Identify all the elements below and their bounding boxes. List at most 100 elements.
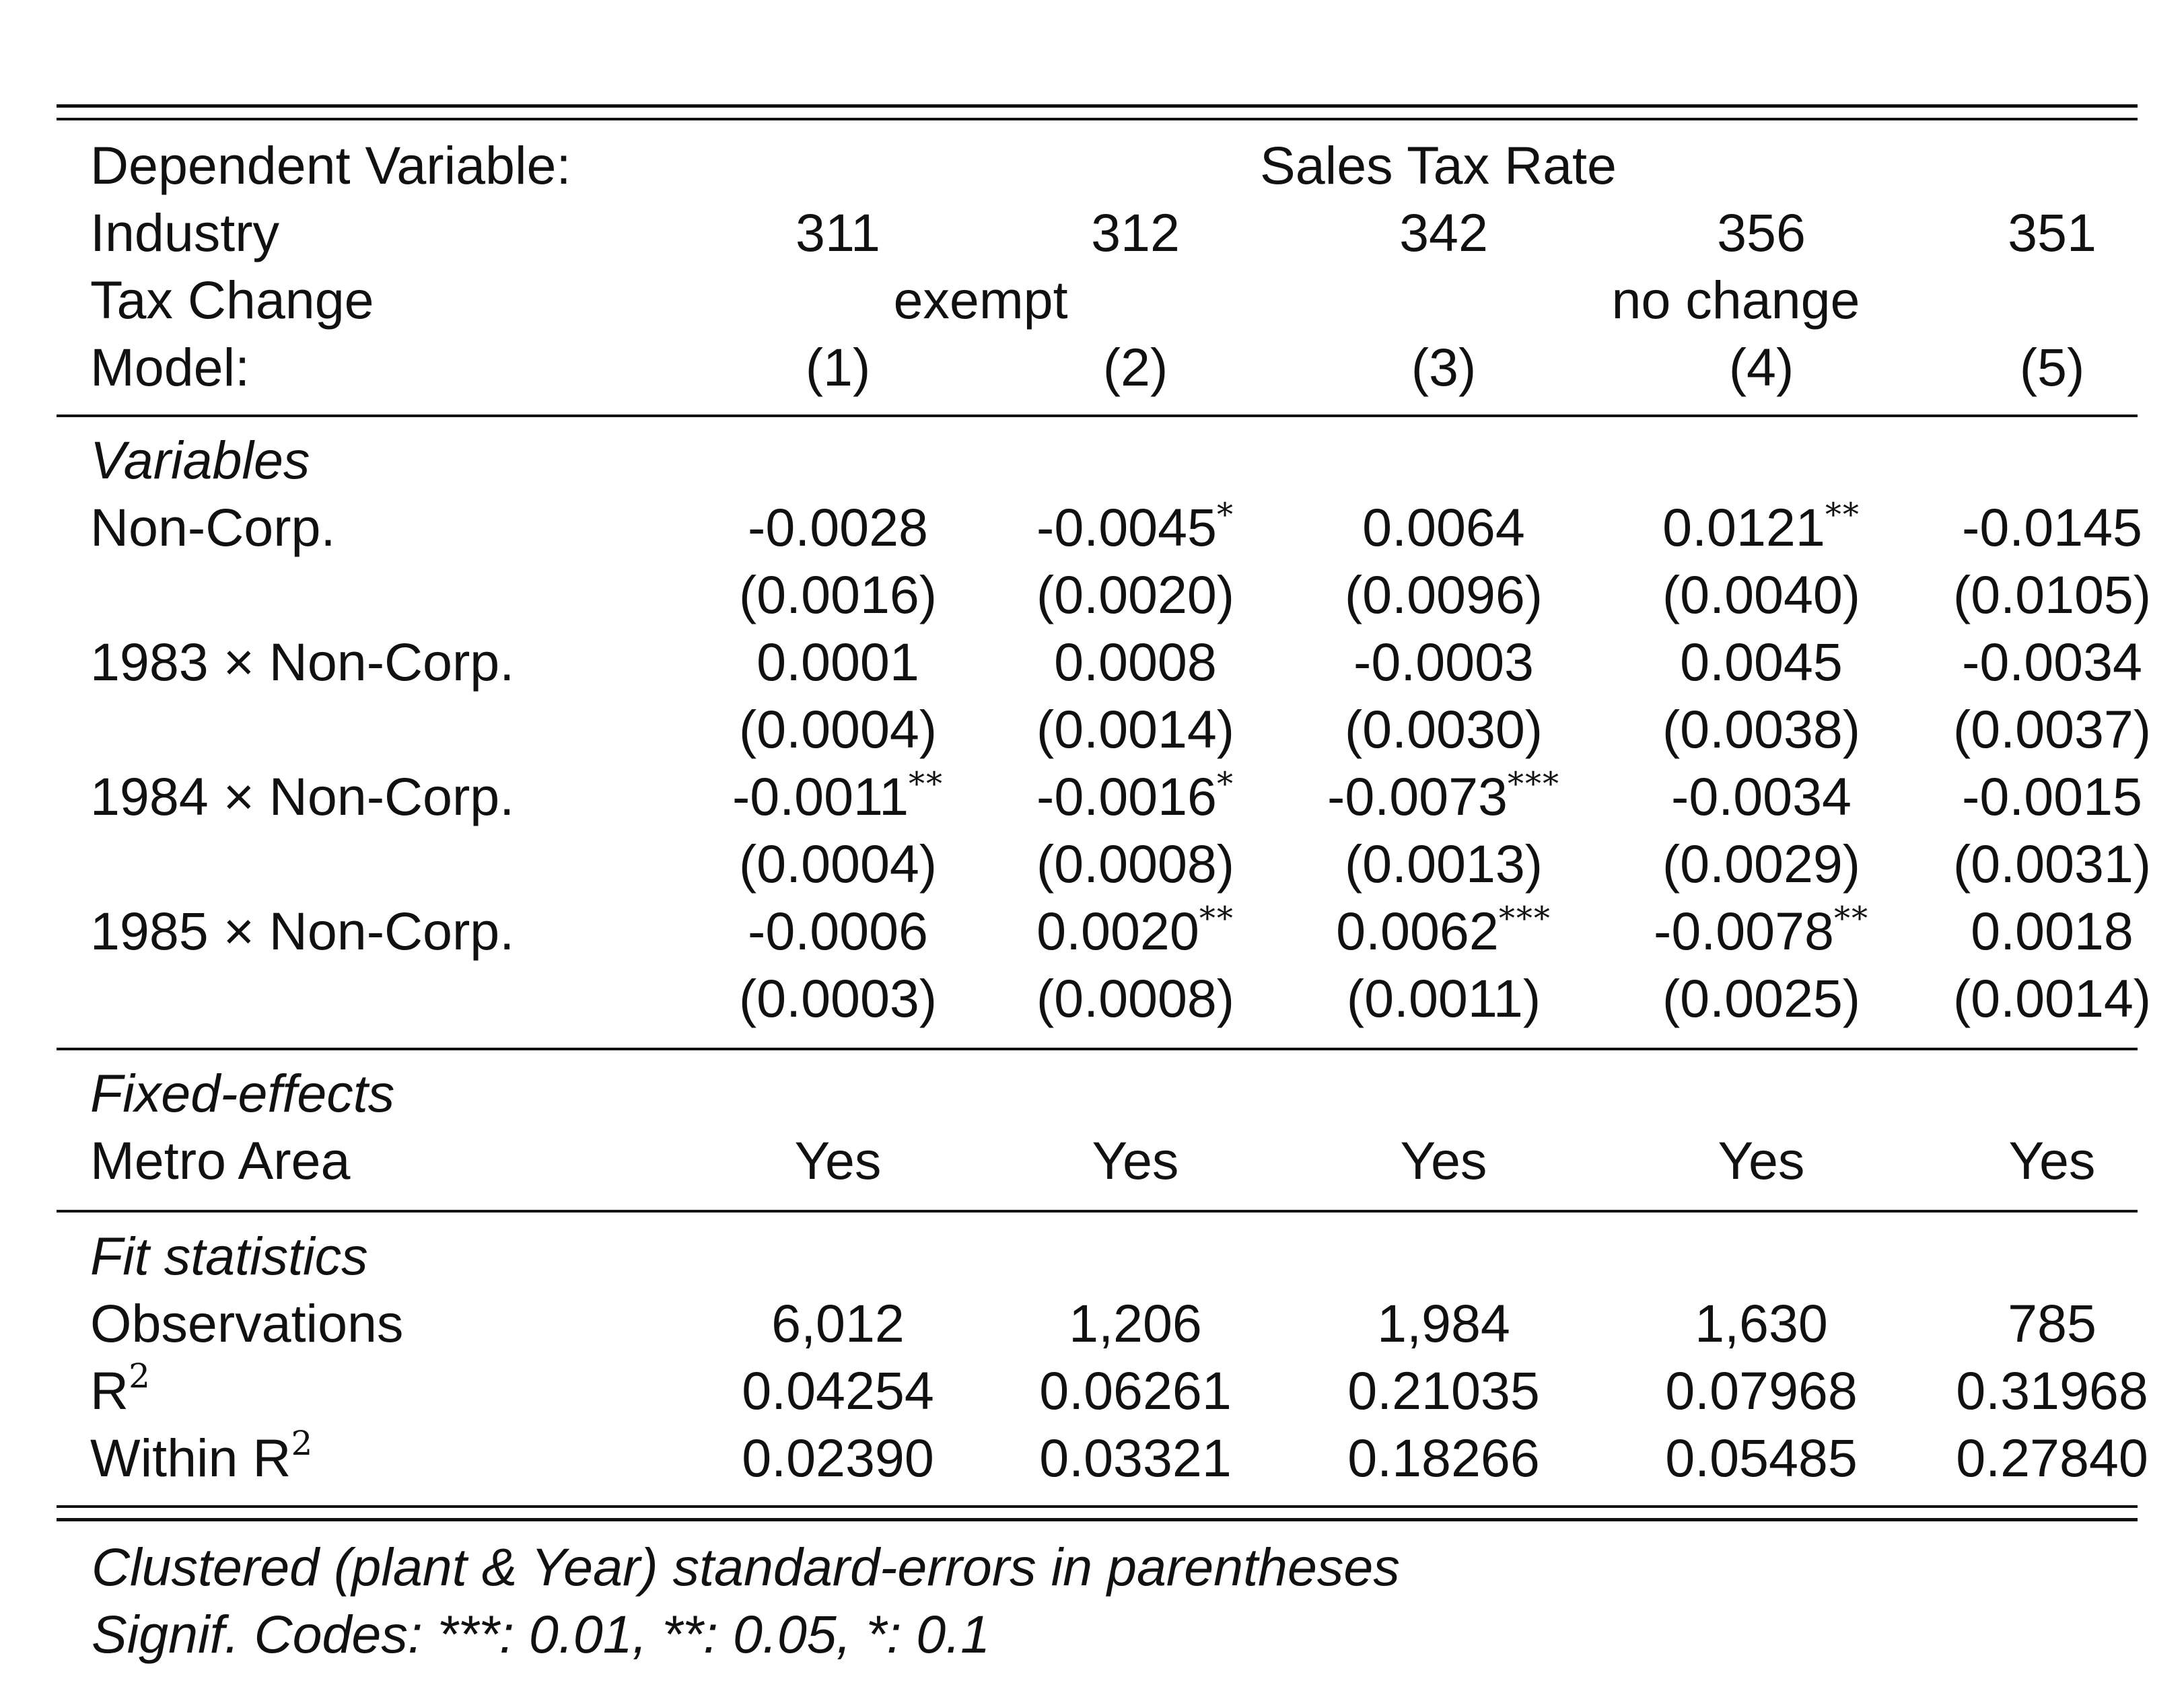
coef-cell: -0.0078** <box>1627 898 1896 965</box>
coef-value: 0.0045 <box>1680 632 1843 692</box>
significance-stars: ** <box>1199 900 1234 937</box>
top-rule-1 <box>57 104 2138 108</box>
coef-cell: -0.0006 <box>703 898 973 965</box>
fit-row: Within R2 0.02390 0.03321 0.18266 0.05485 0.2… <box>57 1424 2148 1492</box>
coef-value: 0.0001 <box>756 632 919 692</box>
note-clustered-se: Clustered (plant & Year) standard-errors… <box>92 1537 1400 1597</box>
se-value: (0.0008) <box>1036 834 1235 894</box>
fixed-effect-value: Yes <box>1718 1130 1805 1190</box>
coef-row: 1983 × Non-Corp. 0.0001 0.0008 -0.0003 0.004… <box>57 628 2142 696</box>
model-3: (3) <box>1411 337 1477 397</box>
coef-cell: -0.0011** <box>703 763 973 830</box>
se-value: (0.0031) <box>1952 834 2152 894</box>
section-fit-statistics: Fit statistics <box>90 1226 368 1286</box>
header-row-industry: Industry 311 312 342 356 351 <box>57 199 2138 266</box>
variable-label: 1983 × Non-Corp. <box>90 632 515 692</box>
coef-cell: -0.0034 <box>1627 763 1896 830</box>
fit-value: 0.05485 <box>1665 1428 1858 1488</box>
model-2: (2) <box>1102 337 1168 397</box>
fit-label-superscript: 2 <box>291 1424 313 1463</box>
coef-row: 1984 × Non-Corp. -0.0011** -0.0016* -0.0073… <box>57 763 2142 830</box>
fit-value: 0.21035 <box>1347 1361 1540 1420</box>
fit-value: 1,984 <box>1377 1293 1510 1353</box>
coef-row: 1985 × Non-Corp. -0.0006 0.0020** 0.0062***… <box>57 898 2138 965</box>
header-rule <box>57 414 2138 417</box>
se-row: (0.0004) (0.0014) (0.0030) (0.0038) (0.0037) <box>57 696 2151 763</box>
fit-row: R2 0.04254 0.06261 0.21035 0.07968 0.31968 <box>57 1357 2148 1424</box>
coef-value: -0.0073 <box>1327 766 1508 826</box>
tax-change-label: Tax Change <box>90 270 374 330</box>
coef-cell: 0.0062*** <box>1309 898 1578 965</box>
coef-cell: 0.0008 <box>1001 628 1270 696</box>
se-value: (0.0013) <box>1344 834 1543 894</box>
section-variables-row: Variables <box>57 427 2138 494</box>
significance-stars: *** <box>1498 900 1551 937</box>
fixed-effects-rule <box>57 1210 2138 1213</box>
tax-change-exempt: exempt <box>893 270 1068 330</box>
se-value: (0.0025) <box>1662 968 1861 1028</box>
coef-cell: -0.0016* <box>1001 763 1270 830</box>
fixed-effect-row: Metro Area Yes Yes Yes Yes Yes <box>57 1127 2138 1194</box>
fit-value: 0.03321 <box>1039 1428 1232 1488</box>
industry-label: Industry <box>90 203 280 262</box>
model-4: (4) <box>1728 337 1794 397</box>
dep-var-label: Dependent Variable: <box>90 135 571 195</box>
coef-cell: -0.0003 <box>1309 628 1578 696</box>
coef-value: -0.0078 <box>1654 901 1834 961</box>
fixed-effect-value: Yes <box>1092 1130 1179 1190</box>
coef-cell: 0.0018 <box>1917 898 2184 965</box>
significance-stars: *** <box>1507 765 1560 803</box>
coef-value: -0.0028 <box>748 497 928 557</box>
se-row: (0.0003) (0.0008) (0.0011) (0.0025) (0.0014) <box>57 965 2151 1032</box>
coef-cell: -0.0034 <box>1917 628 2184 696</box>
se-row: (0.0004) (0.0008) (0.0013) (0.0029) (0.0031) <box>57 830 2151 898</box>
tax-change-no-change: no change <box>1611 270 1860 330</box>
se-value: (0.0004) <box>738 699 938 759</box>
coef-value: -0.0034 <box>1671 766 1852 826</box>
coef-value: -0.0006 <box>748 901 928 961</box>
bottom-rule-1 <box>57 1505 2138 1508</box>
section-fit-row: Fit statistics <box>57 1223 2138 1290</box>
fit-value: 0.02390 <box>742 1428 934 1488</box>
fit-value: 0.06261 <box>1039 1361 1232 1420</box>
fit-label: Observations <box>90 1290 403 1357</box>
section-variables: Variables <box>90 430 310 490</box>
coef-value: -0.0011 <box>732 766 909 826</box>
se-value: (0.0038) <box>1662 699 1861 759</box>
se-value: (0.0016) <box>738 565 938 624</box>
significance-stars: ** <box>1825 496 1860 534</box>
coef-value: 0.0121 <box>1662 497 1825 557</box>
note-signif-codes: Signif. Codes: ***: 0.01, **: 0.05, *: 0… <box>92 1604 991 1664</box>
fixed-effect-value: Yes <box>794 1130 882 1190</box>
coef-cell: -0.0145 <box>1917 494 2184 561</box>
coef-cell: -0.0028 <box>703 494 973 561</box>
coef-value: -0.0016 <box>1036 766 1217 826</box>
significance-stars: ** <box>909 765 944 803</box>
dep-var-value: Sales Tax Rate <box>1260 135 1617 195</box>
bottom-rule-2 <box>57 1518 2138 1521</box>
coef-value: -0.0003 <box>1353 632 1534 692</box>
fit-value: 785 <box>2008 1293 2097 1353</box>
industry-4: 356 <box>1717 203 1806 262</box>
coef-value: 0.0062 <box>1336 901 1499 961</box>
coef-value: -0.0034 <box>1962 632 2142 692</box>
model-1: (1) <box>805 337 871 397</box>
variable-label: 1985 × Non-Corp. <box>90 901 515 961</box>
section-fixed-effects: Fixed-effects <box>90 1063 395 1123</box>
se-value: (0.0008) <box>1036 968 1235 1028</box>
fit-label-superscript: 2 <box>129 1357 150 1396</box>
significance-stars: * <box>1216 765 1234 803</box>
fit-value: 6,012 <box>771 1293 905 1353</box>
coef-cell: 0.0001 <box>703 628 973 696</box>
variable-label: Non-Corp. <box>90 497 336 557</box>
coef-value: -0.0045 <box>1036 497 1217 557</box>
coef-cell: 0.0020** <box>1001 898 1270 965</box>
fit-label-text: Within R <box>90 1428 291 1488</box>
coef-cell: 0.0045 <box>1627 628 1896 696</box>
industry-2: 312 <box>1091 203 1180 262</box>
coef-cell: 0.0121** <box>1627 494 1896 561</box>
se-value: (0.0105) <box>1952 565 2152 624</box>
se-value: (0.0004) <box>738 834 938 894</box>
fit-value: 0.27840 <box>1956 1428 2148 1488</box>
header-row-dependent: Dependent Variable: Sales Tax Rate <box>57 132 2138 199</box>
